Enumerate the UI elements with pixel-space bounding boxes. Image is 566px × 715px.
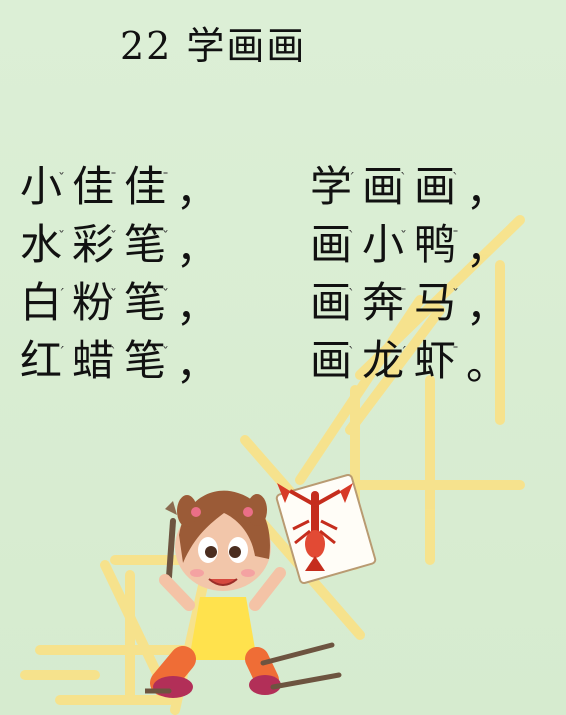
poem-right-punct: 。	[466, 340, 509, 389]
lesson-title: 22 学画画	[120, 24, 307, 68]
tone-mark-icon: ˇ	[162, 287, 169, 303]
poem-left-char: 笔	[124, 220, 167, 269]
tone-mark-icon: ˇ	[162, 229, 169, 245]
poem-right-char: 奔	[362, 278, 405, 327]
poem-right-char: 画	[414, 162, 457, 211]
tone-mark-icon: ˊ	[58, 287, 65, 303]
lobster-drawing-icon	[275, 473, 377, 585]
tone-mark-icon: ˇ	[58, 229, 65, 245]
poem-right-char: 画	[310, 220, 353, 269]
tone-mark-icon: ˉ	[452, 345, 459, 361]
poem-left-char: 佳	[124, 162, 167, 211]
tone-mark-icon: ˋ	[348, 229, 355, 245]
tone-mark-icon: ˇ	[400, 229, 407, 245]
tone-mark-icon: ˉ	[162, 171, 169, 187]
poem-left-char: 小	[20, 162, 63, 211]
poem-left-char: 粉	[72, 278, 115, 327]
poem-right-char: 画	[310, 278, 353, 327]
poem-left-char: 白	[20, 278, 63, 327]
poem-left-punct: ，	[176, 224, 219, 273]
poem-left-punct: ，	[176, 166, 219, 215]
poem-left-char: 蜡	[72, 336, 115, 385]
poem-right-char: 小	[362, 220, 405, 269]
girl-character-icon	[145, 490, 342, 698]
poem-right-char: 虾	[414, 336, 457, 385]
girl-drawing-illustration	[145, 473, 377, 698]
tone-mark-icon: ˋ	[452, 171, 459, 187]
tone-mark-icon: ˉ	[110, 171, 117, 187]
poem-right-punct: ，	[466, 282, 509, 331]
tone-mark-icon: ˉ	[400, 287, 407, 303]
tone-mark-icon: ˊ	[348, 171, 355, 187]
poem-right-char: 龙	[362, 336, 405, 385]
tone-mark-icon: ˋ	[348, 345, 355, 361]
tone-mark-icon: ˉ	[452, 229, 459, 245]
tone-mark-icon: ˋ	[110, 345, 117, 361]
poem-left-char: 佳	[72, 162, 115, 211]
poem-right-char: 画	[310, 336, 353, 385]
tone-mark-icon: ˊ	[58, 345, 65, 361]
tone-mark-icon: ˇ	[110, 229, 117, 245]
poem-left-char: 红	[20, 336, 63, 385]
poem-left-punct: ，	[176, 340, 219, 389]
poem-right-char: 马	[414, 278, 457, 327]
tone-mark-icon: ˇ	[452, 287, 459, 303]
tone-mark-icon: ˊ	[400, 345, 407, 361]
poem-right-char: 学	[310, 162, 353, 211]
tone-mark-icon: ˋ	[400, 171, 407, 187]
poem-right-punct: ，	[466, 224, 509, 273]
poem-left-punct: ，	[176, 282, 219, 331]
poem-right-char: 鸭	[414, 220, 457, 269]
poem-right-char: 画	[362, 162, 405, 211]
poem-left-char: 彩	[72, 220, 115, 269]
tone-mark-icon: ˇ	[110, 287, 117, 303]
tone-mark-icon: ˇ	[58, 171, 65, 187]
poem-left-char: 笔	[124, 278, 167, 327]
poem-left-char: 水	[20, 220, 63, 269]
tone-mark-icon: ˇ	[162, 345, 169, 361]
tone-mark-icon: ˋ	[348, 287, 355, 303]
poem-right-punct: ，	[466, 166, 509, 215]
poem-left-char: 笔	[124, 336, 167, 385]
